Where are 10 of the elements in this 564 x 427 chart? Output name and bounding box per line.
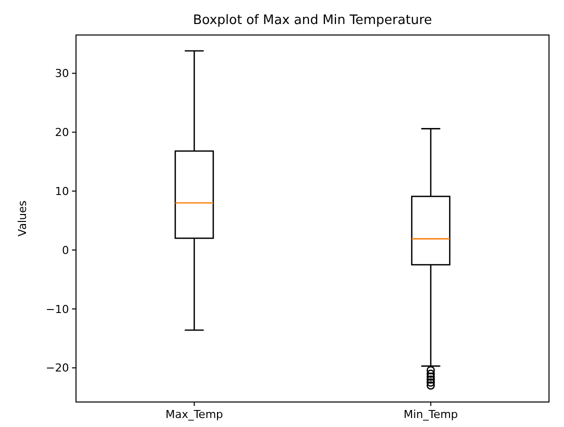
y-tick-label: −10 [46,302,69,316]
y-tick-label: 20 [55,126,69,140]
x-tick-label: Min_Temp [404,408,458,421]
y-axis-title: Values [16,200,29,236]
y-tick-label: 10 [55,184,69,198]
y-tick-label: 0 [62,244,69,257]
y-tick-label: −20 [46,362,69,375]
x-tick-label: Max_Temp [165,408,224,421]
chart-title: Boxplot of Max and Min Temperature [192,13,432,28]
y-tick-label: 30 [55,67,69,80]
